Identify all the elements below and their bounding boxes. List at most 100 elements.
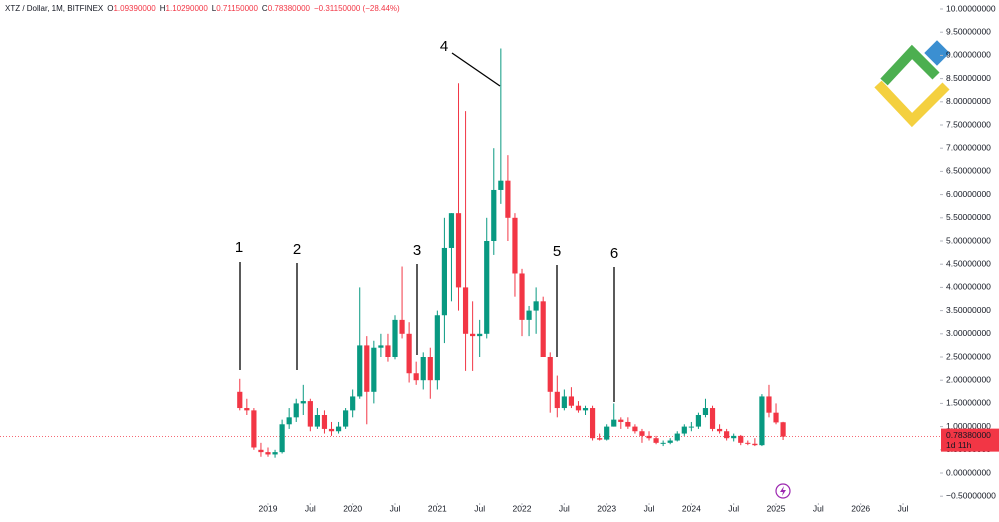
annotation-line: [451, 52, 501, 87]
candle-body: [378, 345, 384, 348]
logo: [874, 40, 950, 128]
candle: [399, 266, 405, 339]
candle-body: [484, 241, 490, 334]
y-tick-label: 0.00000000: [946, 467, 991, 477]
x-tick-label: Jul: [559, 503, 570, 513]
candle: [498, 48, 504, 204]
candle-body: [554, 391, 560, 409]
candle-body: [258, 449, 264, 453]
candle-body: [660, 442, 666, 444]
candle: [695, 412, 702, 429]
candle: [378, 333, 384, 357]
y-tick-label: 9.50000000: [946, 26, 991, 36]
candle-body: [427, 357, 433, 381]
candle: [462, 111, 469, 371]
candle-body: [328, 428, 335, 432]
candle: [540, 296, 546, 357]
candle: [773, 403, 779, 425]
candle-body: [540, 301, 546, 357]
y-tick-label: 1.00000000: [946, 421, 991, 431]
candle: [314, 408, 320, 429]
candle-body: [625, 421, 631, 427]
candle-body: [597, 438, 603, 440]
candle: [237, 378, 243, 411]
replay-icon[interactable]: [775, 483, 791, 499]
candle: [752, 438, 758, 447]
y-tick-label: 4.50000000: [946, 258, 991, 268]
candle: [589, 405, 596, 441]
x-tick-label: Jul: [390, 503, 401, 513]
candle: [526, 305, 532, 337]
candle-body: [251, 410, 257, 448]
candle-body: [533, 301, 539, 311]
price-tag: [941, 428, 999, 452]
candle: [307, 398, 313, 432]
candle-body: [321, 415, 328, 429]
candle: [413, 361, 419, 385]
candle-body: [667, 440, 673, 443]
candle: [738, 434, 744, 446]
candle: [716, 424, 723, 434]
header-part: 0.71150000: [216, 4, 258, 13]
candle: [660, 440, 666, 447]
y-tick-label: 3.00000000: [946, 328, 991, 338]
candle: [406, 322, 412, 383]
candle: [759, 394, 765, 447]
header-part: 0.78380000: [268, 4, 311, 13]
candle: [547, 352, 553, 413]
chart-header: XTZ / Dollar, 1M, BITFINEX O1.09390000 H1.…: [5, 4, 400, 13]
candle-body: [350, 396, 356, 411]
candle: [335, 421, 342, 434]
y-tick-label: 6.00000000: [946, 189, 991, 199]
candle-body: [371, 347, 377, 392]
x-tick-label: Jul: [813, 503, 824, 513]
candle-body: [724, 431, 730, 439]
y-tick-label: 10.00000000: [946, 3, 996, 13]
candle: [667, 438, 673, 445]
candle: [674, 431, 680, 442]
candle-body: [307, 401, 313, 427]
y-tick-label: 4.00000000: [946, 282, 991, 292]
x-tick-label: 2020: [343, 503, 362, 513]
annotation-label: 2: [293, 241, 301, 258]
y-tick-label: 5.50000000: [946, 212, 991, 222]
candle-body: [589, 408, 596, 439]
candle-body: [519, 273, 525, 320]
candle-body: [300, 401, 306, 404]
candle-body: [491, 189, 497, 241]
candle: [293, 398, 299, 422]
candle: [357, 287, 363, 399]
candle: [448, 213, 455, 302]
candle: [519, 268, 525, 337]
x-tick-label: 2022: [513, 503, 532, 513]
candle: [653, 435, 659, 445]
candle-body: [448, 213, 455, 248]
candle-body: [639, 431, 645, 436]
annotation-label: 1: [235, 239, 243, 256]
y-tick-label: 6.50000000: [946, 166, 991, 176]
candle-body: [357, 345, 363, 397]
header-part: 1.10290000: [166, 4, 209, 13]
candle: [554, 375, 560, 418]
annotation-label: 3: [413, 242, 421, 259]
price-tag-label: 0.78380000: [946, 430, 991, 440]
candle: [709, 405, 716, 432]
candle-body: [441, 247, 447, 316]
candle: [244, 398, 250, 415]
y-tick-label: 2.00000000: [946, 374, 991, 384]
candle: [533, 287, 539, 334]
candle-body: [498, 180, 504, 190]
candle: [392, 315, 398, 360]
y-tick-label: 7.00000000: [946, 142, 991, 152]
candle: [561, 389, 567, 411]
x-tick-label: 2026: [851, 503, 870, 513]
candle-body: [681, 426, 687, 434]
candle: [632, 424, 638, 434]
candle-body: [695, 415, 702, 427]
candle: [258, 442, 264, 457]
candle: [702, 398, 709, 418]
candle: [491, 148, 497, 255]
candle-body: [780, 422, 786, 437]
candle-body: [752, 443, 758, 446]
